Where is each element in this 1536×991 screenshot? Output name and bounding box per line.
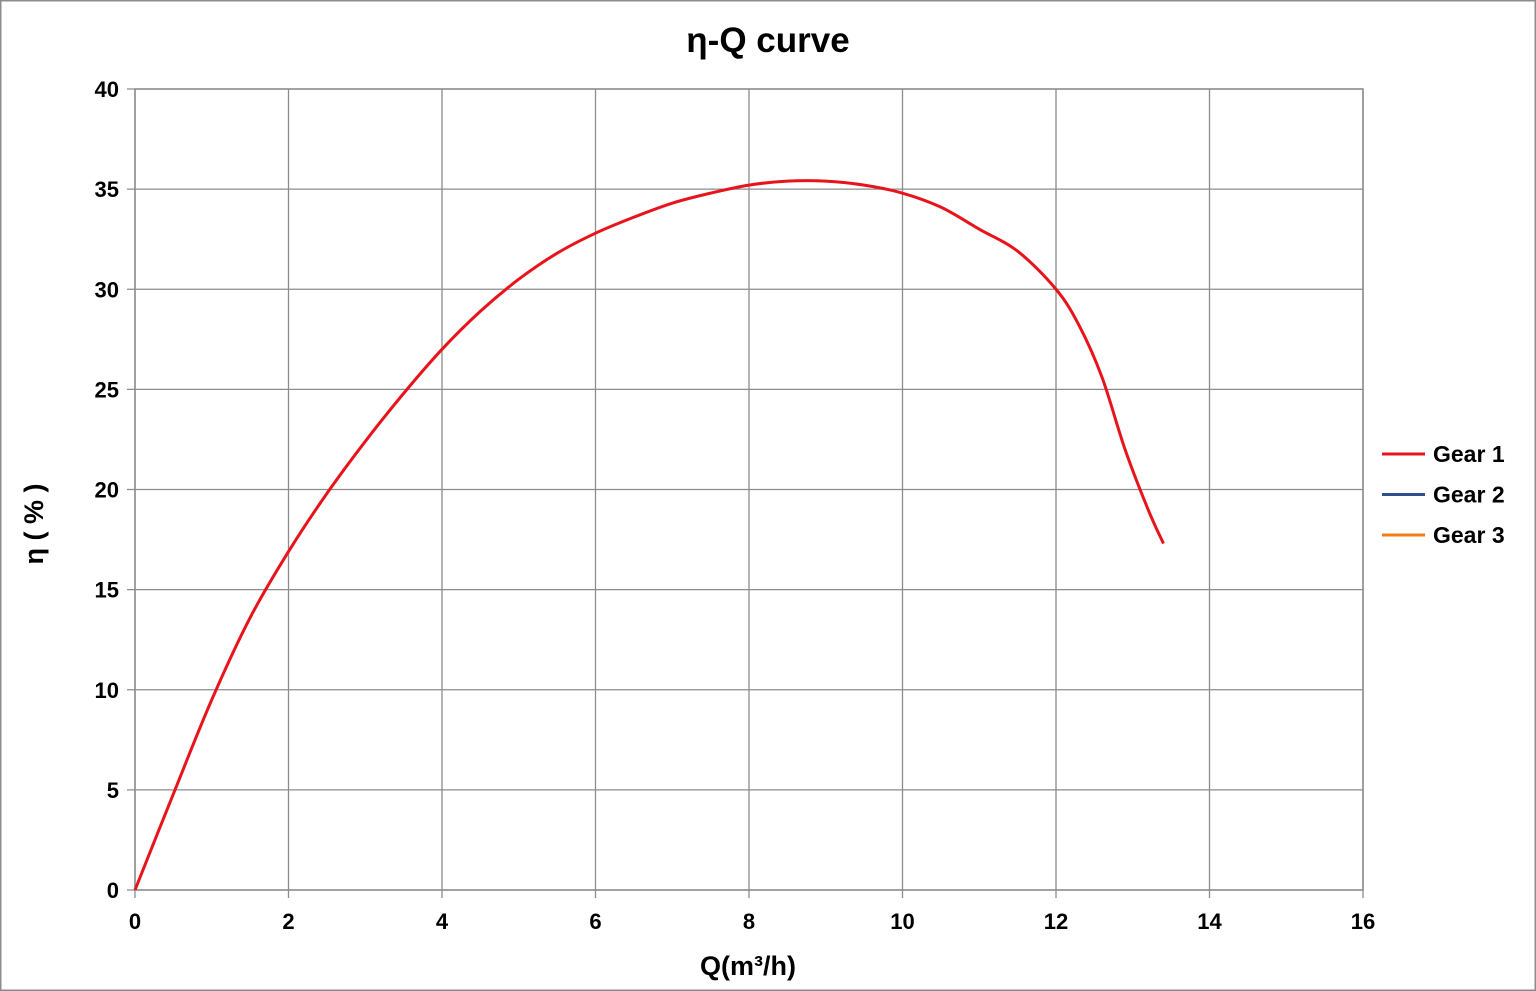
y-axis-label: η ( % ) (19, 484, 49, 565)
legend-label-gear-3: Gear 3 (1433, 522, 1505, 548)
x-tick-label: 4 (436, 909, 449, 934)
series-lines (133, 179, 1165, 891)
x-tick-label: 6 (589, 909, 601, 934)
series-line-gear-1 (133, 179, 1165, 891)
x-tick-label: 16 (1351, 909, 1375, 934)
legend: Gear 1 Gear 2 Gear 3 (1382, 441, 1505, 548)
x-tick-label: 0 (129, 909, 141, 934)
plot-area-frame (134, 88, 1364, 891)
x-tick-label: 10 (890, 909, 914, 934)
x-tick-label: 8 (743, 909, 755, 934)
y-tick-label: 10 (95, 678, 119, 703)
y-tick-label: 35 (95, 177, 119, 202)
y-tick-label: 5 (107, 778, 119, 803)
y-tick-label: 25 (95, 377, 119, 402)
y-tick-label: 30 (95, 277, 119, 302)
x-tick-label: 12 (1044, 909, 1068, 934)
chart-title: η-Q curve (686, 21, 849, 60)
legend-label-gear-2: Gear 2 (1433, 482, 1505, 508)
y-tick-label: 0 (107, 878, 119, 903)
x-axis-label: Q(m³/h) (700, 951, 796, 981)
x-tick-label: 2 (282, 909, 294, 934)
y-axis-ticks: 0 5 10 15 20 25 30 35 40 (95, 77, 119, 903)
x-tick-label: 14 (1197, 909, 1222, 934)
y-tick-label: 40 (95, 77, 119, 102)
y-tick-label: 20 (95, 478, 119, 503)
y-tick-label: 15 (95, 578, 119, 603)
legend-label-gear-1: Gear 1 (1433, 441, 1505, 467)
x-axis-ticks: 0 2 4 6 8 10 12 14 16 (129, 909, 1375, 934)
